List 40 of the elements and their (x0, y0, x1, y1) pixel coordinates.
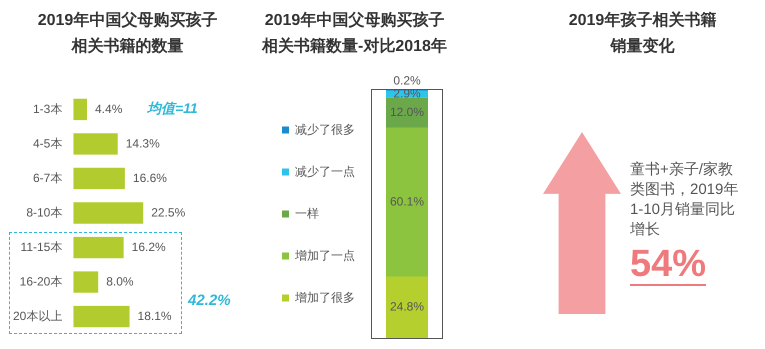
data-label: 24.8% (390, 300, 424, 314)
legend-label: 减少了一点 (295, 164, 355, 178)
text: 均值=11 (147, 100, 198, 118)
data-label: 12.0% (390, 104, 424, 119)
text: 42.2% (188, 292, 231, 310)
bar (73, 133, 118, 155)
y-tick-label: 1-3本 (33, 102, 62, 116)
data-label: 0.2% (393, 73, 421, 88)
y-tick-label: 4-5本 (33, 136, 62, 150)
data-label: 4.4% (95, 102, 123, 116)
legend-label: 减少了很多 (295, 122, 355, 136)
bar (73, 306, 130, 328)
text: 54% (630, 243, 706, 286)
data-label: 16.6% (132, 170, 168, 185)
bar (73, 168, 125, 190)
y-tick-label: 6-7本 (33, 170, 62, 185)
bar (73, 271, 98, 293)
bar (73, 202, 144, 224)
bar (386, 276, 428, 338)
data-label: 60.1% (390, 194, 424, 208)
legend-label: 增加了很多 (294, 290, 355, 304)
bar (386, 98, 428, 128)
text: 童书+亲子/家教类图书，2019年1-10月销量同比增长 (630, 160, 740, 240)
text: 2019年孩子相关书籍销量变化 (568, 10, 718, 57)
chart-title: 2019年中国父母购买孩子相关书籍的数量 (36, 10, 218, 57)
data-label: 14.3% (126, 136, 160, 150)
y-tick-label: 11-15本 (20, 240, 62, 254)
y-tick-label: 8-10本 (26, 205, 62, 220)
data-label: 18.1% (138, 308, 172, 323)
data-label: 8.0% (106, 274, 134, 288)
data-label: 22.5% (151, 205, 186, 220)
bar (73, 98, 88, 120)
y-tick-label: 20本以上 (12, 308, 62, 323)
bar (73, 236, 124, 258)
chart-title: 2019年中国父母购买孩子相关书籍数量-对比2018年 (260, 10, 448, 57)
legend-label: 增加了一点 (294, 248, 355, 262)
bar (386, 127, 428, 276)
legend-label: 一样 (295, 206, 319, 220)
y-tick-label: 16-20本 (20, 274, 62, 288)
data-label: 16.2% (132, 240, 166, 254)
